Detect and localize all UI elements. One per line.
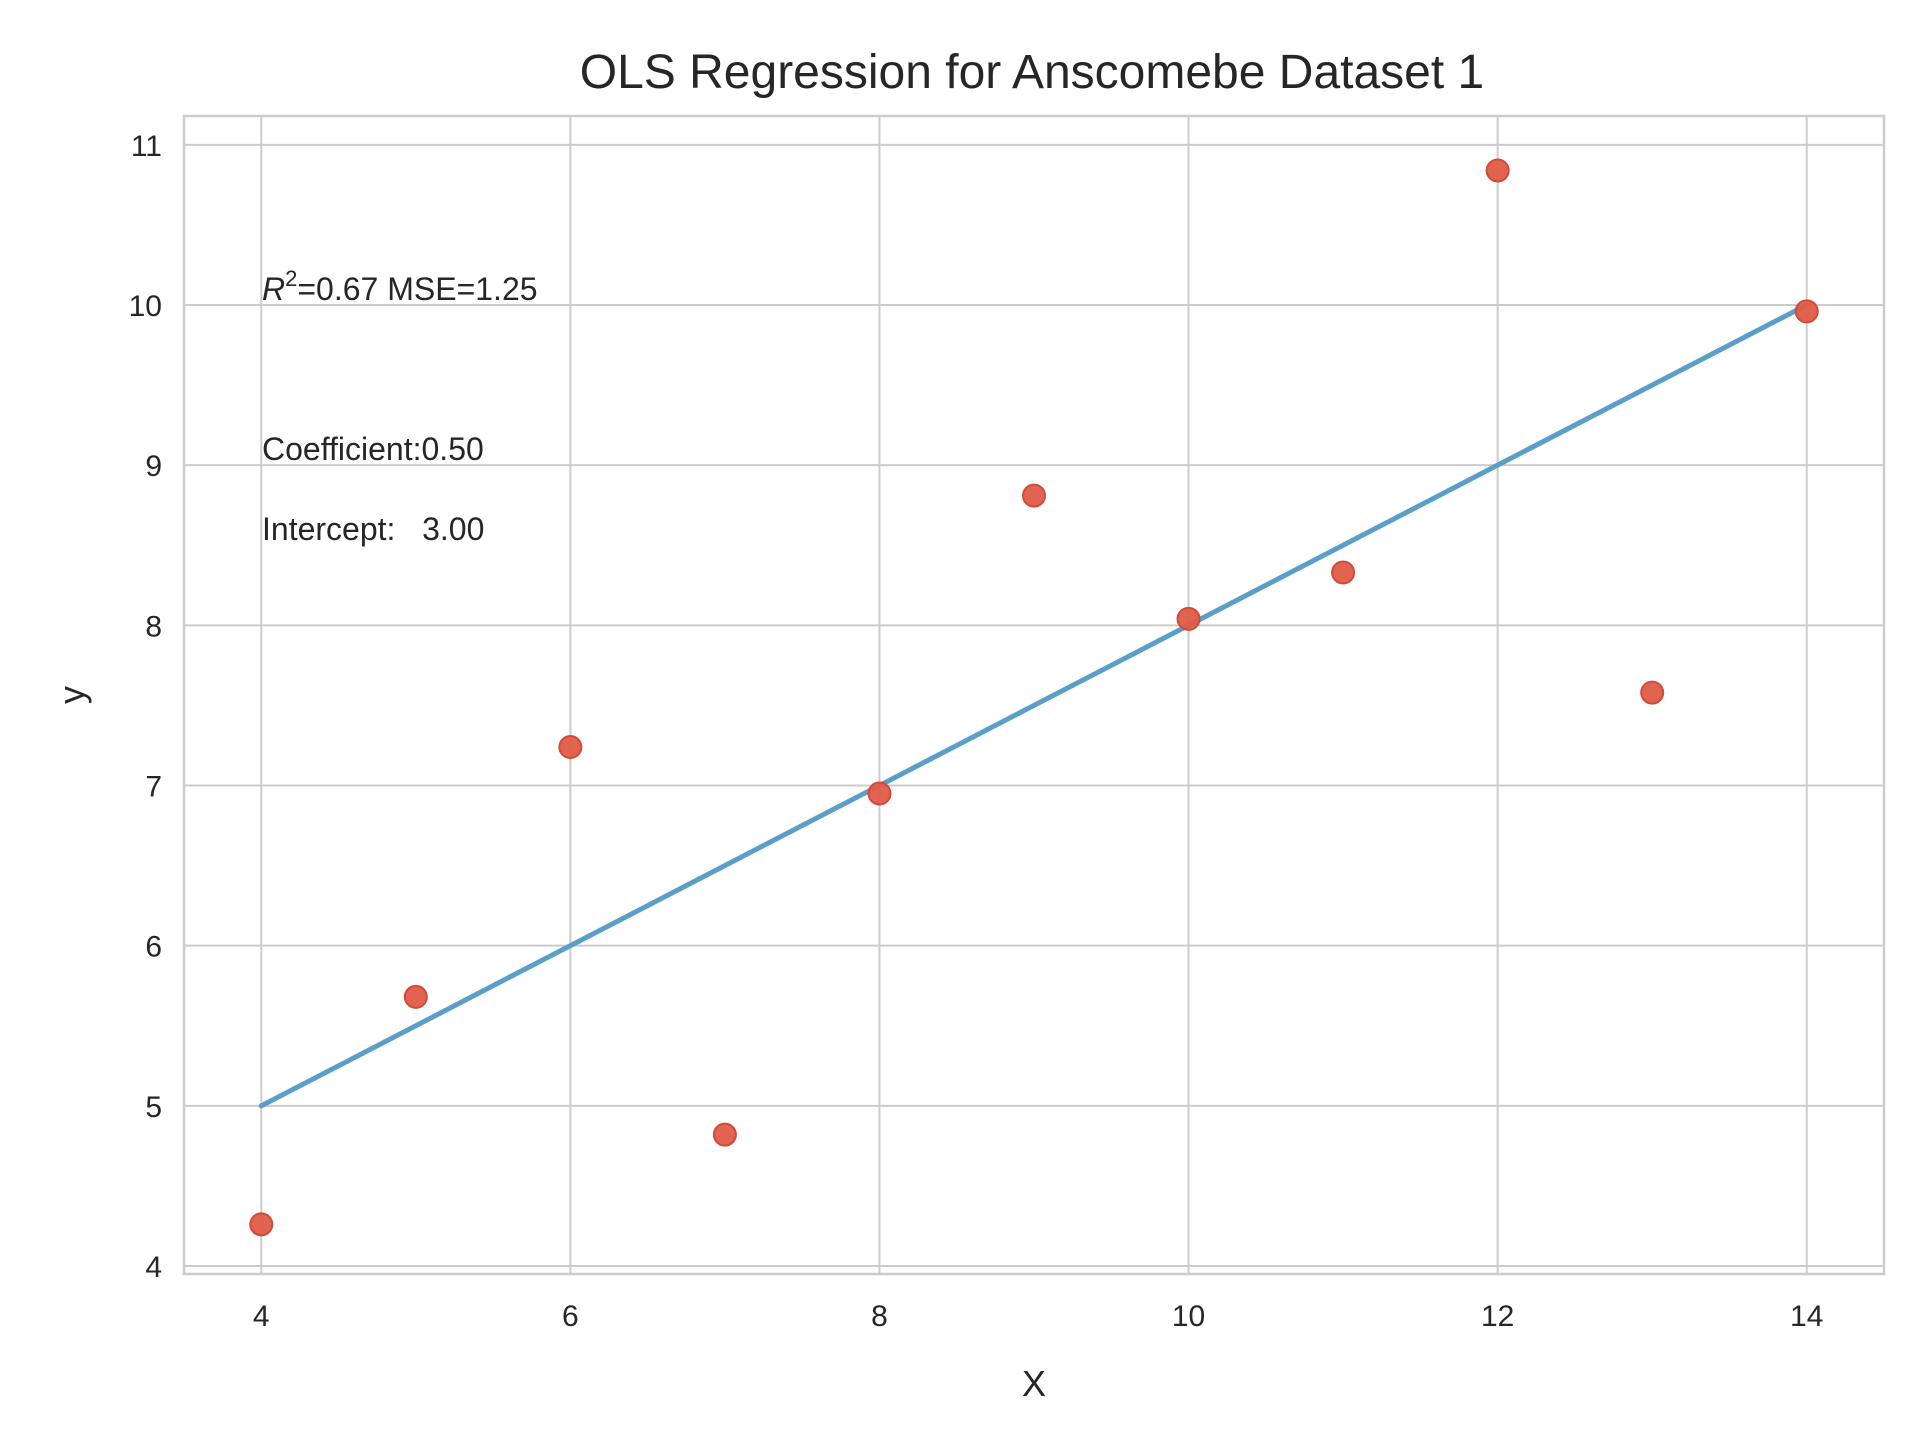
x-tick-label: 6 [562,1300,579,1333]
scatter-point [249,1212,274,1237]
x-axis-label: X [1022,1363,1046,1404]
y-tick-label: 4 [145,1251,162,1284]
scatter-point [712,1122,737,1147]
regression-line-layer [258,302,1810,1109]
coefficient-annotation: Coefficient:0.50 [262,431,484,467]
intercept-annotation: Intercept: 3.00 [262,511,484,547]
x-tick-label: 4 [253,1300,270,1333]
scatter-point [867,781,892,806]
r2-mse-text: =0.67 MSE=1.25 [297,271,537,307]
scatter-point [558,735,583,760]
r2-superscript: 2 [285,266,297,291]
y-tick-label: 5 [145,1091,162,1124]
x-tick-label: 10 [1172,1300,1205,1333]
y-tick-label: 6 [145,931,162,964]
r2-mse-annotation: R2=0.67 MSE=1.25 [262,266,538,307]
scatter-point [1485,158,1510,183]
y-tick-label: 8 [145,610,162,643]
plot-frame [182,114,1886,1276]
scatter-point [1022,483,1046,508]
scatter-points-layer [249,158,1819,1237]
y-tick-label: 7 [145,770,162,803]
x-tick-label: 14 [1790,1300,1823,1333]
x-tick-label: 12 [1481,1300,1514,1333]
x-tick-label: 8 [871,1300,888,1333]
y-tick-label: 10 [129,290,162,323]
tick-labels: 4 6 8 10 12 14 4 5 6 7 8 9 10 11 [129,130,1824,1333]
stats-annotation: R2=0.67 MSE=1.25 Coefficient:0.50 Interc… [262,266,538,547]
chart-title: OLS Regression for Anscomebe Dataset 1 [580,46,1484,99]
scatter-point [1794,299,1819,324]
y-tick-label: 9 [145,450,162,483]
scatter-point [1331,560,1356,585]
y-tick-label: 11 [131,130,162,163]
r2-symbol: R [262,271,285,307]
y-axis-label: y [51,686,92,704]
scatter-point [403,984,428,1009]
scatter-point [1176,606,1201,631]
scatter-point [1640,680,1665,705]
regression-line [258,302,1810,1109]
